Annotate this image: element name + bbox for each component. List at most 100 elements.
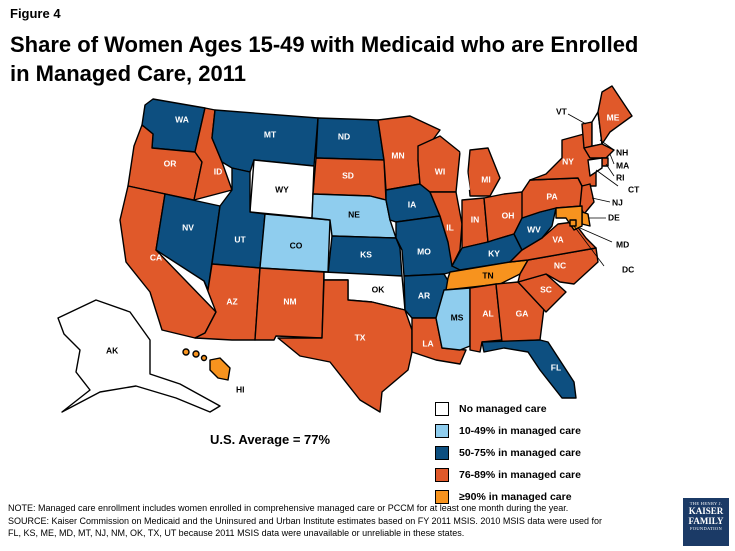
label-nv: NV <box>182 222 194 232</box>
label-mi: MI <box>481 174 490 184</box>
us-average: U.S. Average = 77% <box>210 432 331 447</box>
legend-label: 10-49% in managed care <box>459 425 581 437</box>
label-id: ID <box>214 166 223 176</box>
label-sd: SD <box>342 170 354 180</box>
leader-vt <box>567 113 587 125</box>
state-nj <box>579 183 595 215</box>
label-co: CO <box>290 240 303 250</box>
state-mi <box>467 147 501 197</box>
label-ny: NY <box>562 156 574 166</box>
state-ks <box>327 235 403 277</box>
leader-nh <box>599 139 615 151</box>
logo-line-2: KAISER <box>688 506 724 516</box>
label-me: ME <box>607 112 620 122</box>
label-ia: IA <box>408 199 417 209</box>
label-in: IN <box>471 214 480 224</box>
label-ms: MS <box>451 312 464 322</box>
state-ri <box>601 157 609 167</box>
label-ky: KY <box>488 248 500 258</box>
label-or: OR <box>164 158 177 168</box>
label-nm: NM <box>283 296 296 306</box>
state-de <box>581 211 591 227</box>
label-fl: FL <box>551 362 561 372</box>
label-de: DE <box>608 212 620 222</box>
label-wy: WY <box>275 184 289 194</box>
hawaii-island-1 <box>182 348 190 356</box>
footer-notes: NOTE: Managed care enrollment includes w… <box>8 502 678 540</box>
label-nj: NJ <box>612 197 623 207</box>
legend-label: 76-89% in managed care <box>459 469 581 481</box>
footer-source-2: FL, KS, ME, MD, MT, NJ, NM, OK, TX, UT b… <box>8 528 465 538</box>
logo-line-1: THE HENRY J. <box>689 501 723 506</box>
legend-label: ≥90% in managed care <box>459 491 572 503</box>
kff-logo: THE HENRY J. KAISER FAMILY FOUNDATION <box>683 498 729 546</box>
label-md: MD <box>616 239 629 249</box>
label-tx: TX <box>355 332 366 342</box>
leader-ri <box>605 163 615 177</box>
leader-md <box>579 227 613 243</box>
label-mo: MO <box>417 246 431 256</box>
label-pa: PA <box>546 191 557 201</box>
state-dc <box>569 219 577 227</box>
legend-swatch <box>435 490 449 504</box>
label-oh: OH <box>502 210 515 220</box>
state-vt <box>581 121 593 149</box>
state-wi <box>417 135 461 193</box>
label-va: VA <box>552 234 563 244</box>
state-hi <box>209 357 231 381</box>
label-ma: MA <box>616 160 629 170</box>
hawaii-island-3 <box>200 354 208 362</box>
label-ct: CT <box>628 184 640 194</box>
legend-swatch <box>435 446 449 460</box>
legend-swatch <box>435 424 449 438</box>
label-ak: AK <box>106 345 119 355</box>
label-ri: RI <box>616 172 625 182</box>
label-la: LA <box>422 338 433 348</box>
legend-item-90: ≥90% in managed care <box>435 486 581 508</box>
logo-line-3: FAMILY <box>688 516 724 526</box>
state-ct <box>587 157 603 177</box>
legend-item-50-75: 50-75% in managed care <box>435 442 581 464</box>
figure-label: Figure 4 <box>10 6 61 21</box>
footer-note: NOTE: Managed care enrollment includes w… <box>8 503 569 513</box>
label-ca: CA <box>150 252 162 262</box>
label-mt: MT <box>264 129 277 139</box>
label-sc: SC <box>540 284 552 294</box>
footer-source-1: SOURCE: Kaiser Commission on Medicaid an… <box>8 515 602 526</box>
label-wv: WV <box>527 224 541 234</box>
legend-label: 50-75% in managed care <box>459 447 581 459</box>
label-il: IL <box>446 222 454 232</box>
legend-item-76-89: 76-89% in managed care <box>435 464 581 486</box>
label-nd: ND <box>338 131 350 141</box>
state-fl <box>481 339 577 399</box>
legend-swatch <box>435 402 449 416</box>
leader-ct <box>595 169 619 187</box>
label-hi: HI <box>236 384 245 394</box>
legend: No managed care 10-49% in managed care 5… <box>435 398 581 508</box>
label-dc: DC <box>622 264 634 274</box>
us-map: WA OR CA ID NV MT WY UT AZ CO NM ND SD N… <box>57 85 640 413</box>
label-az: AZ <box>226 296 237 306</box>
label-ut: UT <box>234 234 246 244</box>
leader-nj <box>591 197 611 203</box>
leader-dc <box>573 225 605 267</box>
label-ok: OK <box>372 284 386 294</box>
logo-line-4: FOUNDATION <box>690 526 722 531</box>
hawaii-island-2 <box>192 350 200 358</box>
lake-michigan <box>460 149 470 191</box>
label-ga: GA <box>516 308 529 318</box>
label-mn: MN <box>391 150 404 160</box>
chart-title: Share of Women Ages 15-49 with Medicaid … <box>10 32 639 86</box>
state-ak <box>57 299 221 413</box>
legend-swatch <box>435 468 449 482</box>
label-al: AL <box>482 308 493 318</box>
label-nh: NH <box>616 147 628 157</box>
label-ar: AR <box>418 290 430 300</box>
label-wi: WI <box>435 166 445 176</box>
state-tx <box>277 279 413 413</box>
label-tn: TN <box>482 270 493 280</box>
leader-ma <box>609 153 615 165</box>
label-ks: KS <box>360 249 372 259</box>
label-vt: VT <box>556 106 568 116</box>
label-wa: WA <box>175 114 189 124</box>
